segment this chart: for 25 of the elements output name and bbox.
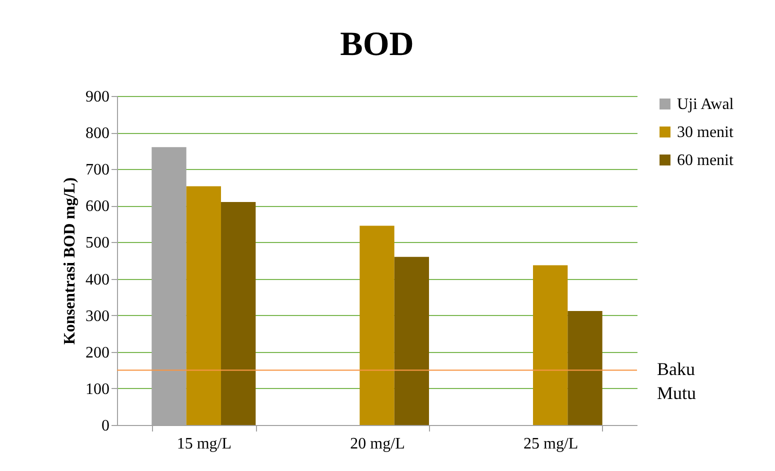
bar	[360, 226, 394, 425]
bar	[221, 202, 256, 425]
y-tick-label: 600	[86, 198, 110, 216]
bar	[394, 256, 429, 425]
bar	[186, 186, 221, 425]
ref-line-label: Baku Mutu	[657, 359, 696, 404]
legend-label: Uji Awal	[677, 96, 734, 113]
y-tick-label: 300	[86, 308, 110, 325]
x-tick-label: 25 mg/L	[523, 436, 578, 452]
x-tick-label: 15 mg/L	[176, 436, 232, 452]
bar	[533, 265, 568, 425]
y-tick-label: 800	[86, 125, 110, 142]
y-tick-label: 900	[86, 88, 110, 106]
y-tick-label: 400	[86, 271, 110, 288]
x-tick-label: 20 mg/L	[350, 436, 405, 452]
bar	[568, 310, 602, 425]
legend-label: 60 menit	[677, 152, 734, 169]
legend-label: 30 menit	[677, 124, 734, 141]
y-tick-label: 0	[102, 418, 110, 434]
y-tick-label: 500	[86, 234, 110, 252]
y-tick-label: 700	[86, 162, 110, 179]
chart-title: BOD	[340, 26, 414, 63]
y-tick-label: 100	[86, 380, 110, 398]
y-tick-label: 200	[86, 344, 110, 362]
y-axis-title: Konsentrasi BOD mg/L)	[62, 177, 78, 345]
